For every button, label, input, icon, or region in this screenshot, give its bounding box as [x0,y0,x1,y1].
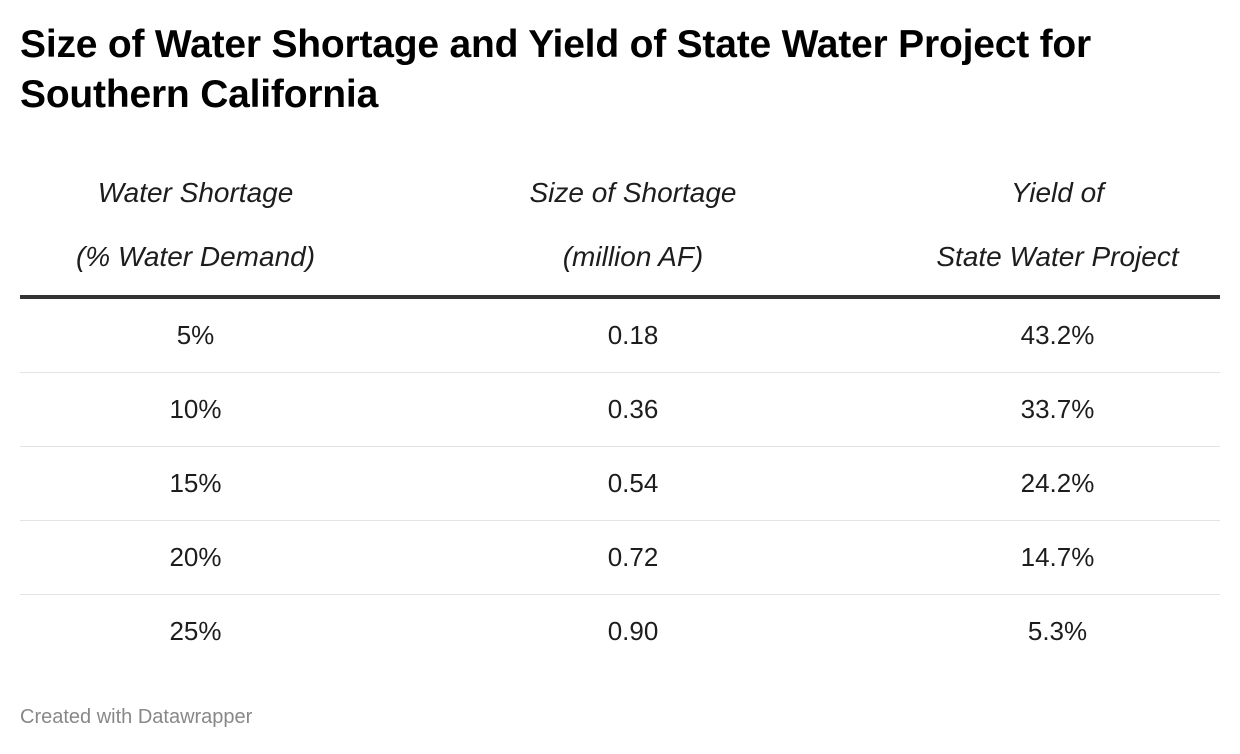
column-header-yield: Yield of State Water Project [895,164,1220,295]
table-row: 20% 0.72 14.7% [20,521,1220,595]
cell-yield: 43.2% [1020,320,1095,350]
cell-water-shortage: 5% [176,320,215,350]
cell-water-shortage: 20% [169,542,222,572]
column-header-line: Yield of [1011,177,1104,208]
table-row: 15% 0.54 24.2% [20,447,1220,521]
chart-title: Size of Water Shortage and Yield of Stat… [20,23,1092,116]
cell-yield: 14.7% [1020,542,1095,572]
column-header-subline: (million AF) [562,241,704,272]
table-row: 25% 0.90 5.3% [20,595,1220,668]
table-header: Water Shortage (% Water Demand) Size of … [20,164,1220,299]
table-row: 5% 0.18 43.2% [20,299,1220,373]
cell-water-shortage: 15% [169,468,222,498]
column-header-line: Size of Shortage [529,177,737,208]
column-header-water-shortage: Water Shortage (% Water Demand) [20,164,371,295]
cell-yield: 24.2% [1020,468,1095,498]
column-header-line: Water Shortage [97,177,294,208]
column-header-size-of-shortage: Size of Shortage (million AF) [371,164,895,295]
cell-size-of-shortage: 0.72 [607,542,659,572]
cell-yield: 33.7% [1020,394,1095,424]
credit-text: Created with Datawrapper [20,706,253,728]
cell-size-of-shortage: 0.54 [607,468,659,498]
data-table: Water Shortage (% Water Demand) Size of … [20,164,1220,668]
cell-water-shortage: 10% [169,394,222,424]
cell-water-shortage: 25% [169,616,222,646]
table-row: 10% 0.36 33.7% [20,373,1220,447]
cell-size-of-shortage: 0.36 [607,394,659,424]
column-header-subline: (% Water Demand) [75,241,316,272]
cell-yield: 5.3% [1027,616,1088,646]
table-body: 5% 0.18 43.2% 10% 0.36 33.7% 15% 0.54 24… [20,299,1220,668]
column-header-subline: State Water Project [936,241,1179,272]
cell-size-of-shortage: 0.90 [607,616,659,646]
cell-size-of-shortage: 0.18 [607,320,659,350]
